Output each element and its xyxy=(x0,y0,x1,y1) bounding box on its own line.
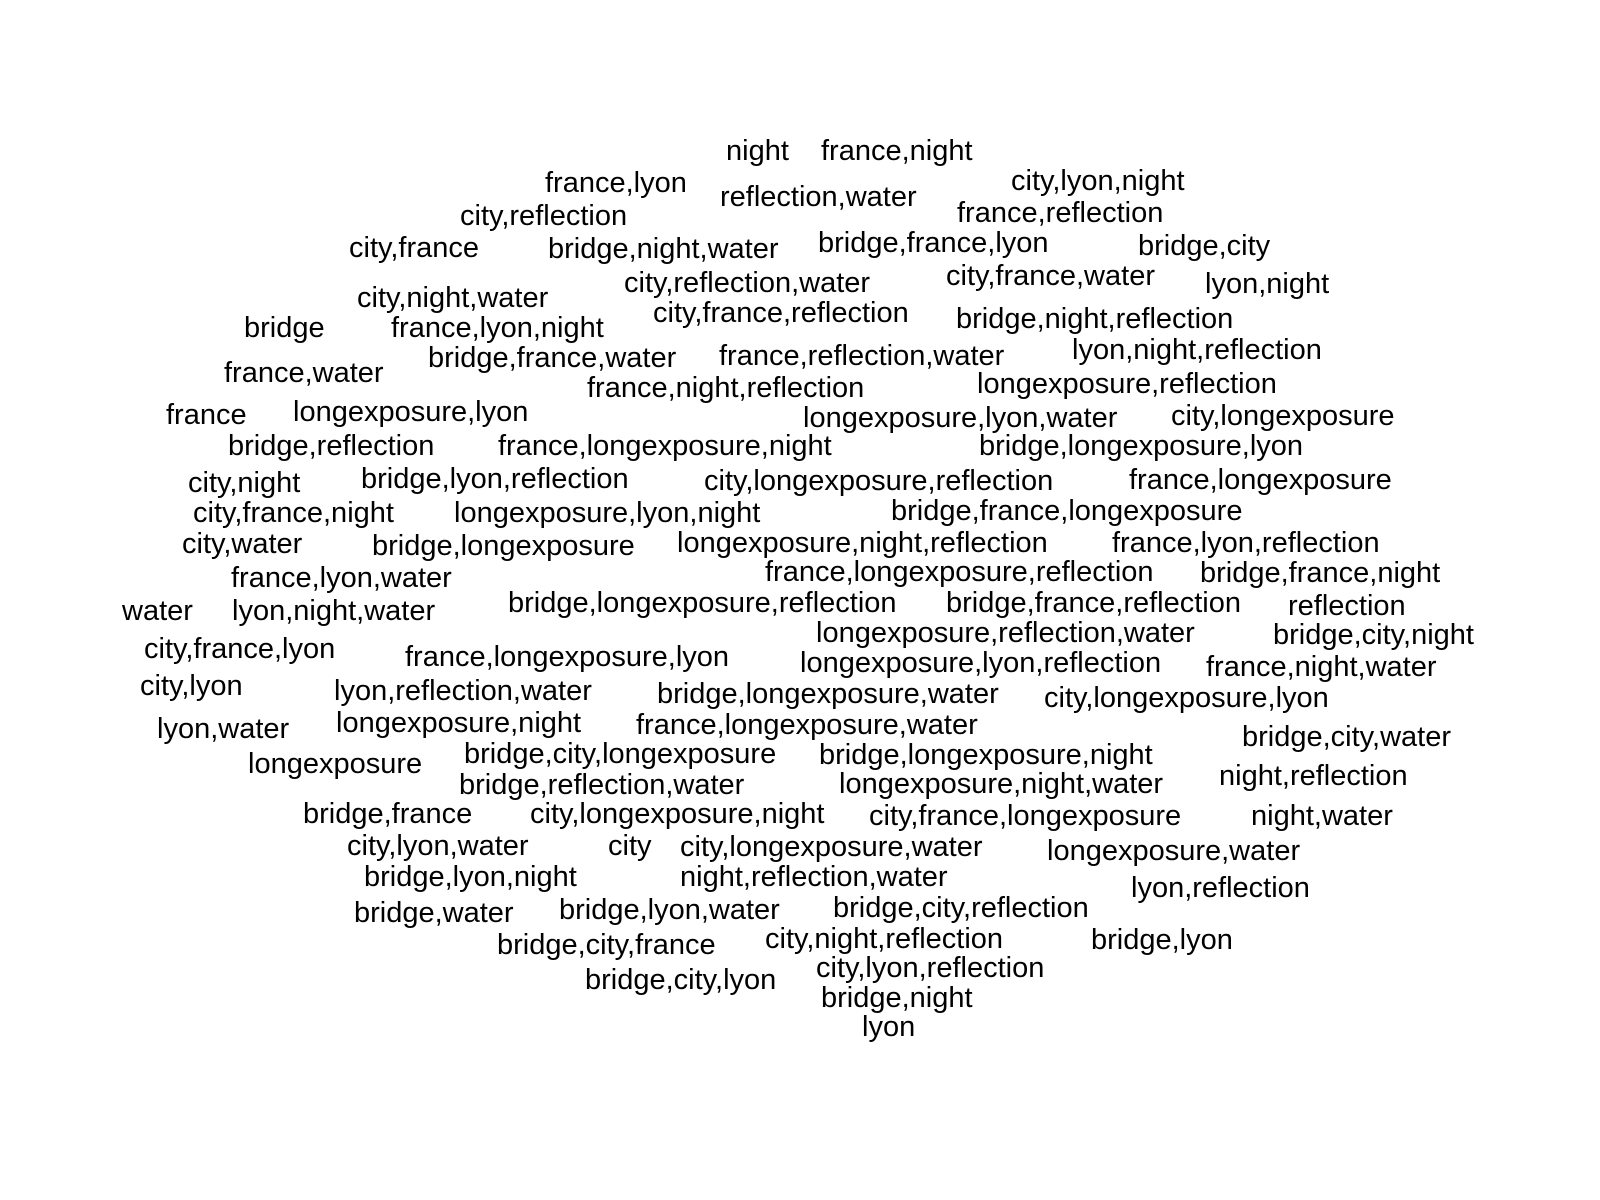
word-cloud-term: bridge,longexposure,night xyxy=(819,739,1153,771)
word-cloud-term: france,lyon,water xyxy=(231,562,452,594)
word-cloud-term: france,lyon xyxy=(545,167,687,199)
word-cloud-term: lyon,water xyxy=(157,713,290,745)
word-cloud-term: city,night xyxy=(188,467,301,499)
word-cloud-term: city,france xyxy=(349,232,480,264)
word-cloud-term: night xyxy=(726,135,789,167)
word-cloud-term: france,lyon,reflection xyxy=(1112,527,1380,559)
word-cloud-term: france,longexposure xyxy=(1129,464,1392,496)
word-cloud-term: longexposure,lyon xyxy=(293,396,529,428)
word-cloud-term: bridge,reflection xyxy=(228,430,435,462)
word-cloud-term: city,reflection,water xyxy=(624,267,871,299)
word-cloud-term: night,reflection,water xyxy=(680,861,948,893)
word-cloud-term: bridge,night,water xyxy=(548,233,779,265)
word-cloud-term: city,night,reflection xyxy=(765,923,1004,955)
word-cloud-term: city,lyon,water xyxy=(347,830,529,862)
word-cloud-term: bridge,city,night xyxy=(1273,619,1474,651)
word-cloud-term: lyon xyxy=(862,1011,916,1043)
word-cloud-term: bridge,longexposure,reflection xyxy=(508,587,897,619)
word-cloud-term: lyon,night,water xyxy=(232,595,436,627)
word-cloud-term: longexposure,night,reflection xyxy=(677,527,1048,559)
word-cloud-term: bridge,night xyxy=(821,982,973,1014)
word-cloud-term: bridge,france,longexposure xyxy=(891,495,1243,527)
word-cloud-term: city,longexposure,night xyxy=(530,798,825,830)
word-cloud-term: bridge,france,reflection xyxy=(946,587,1241,619)
word-cloud-term: city,france,lyon xyxy=(144,633,336,665)
word-cloud-term: bridge xyxy=(244,312,325,344)
word-cloud-term: bridge,longexposure xyxy=(372,530,635,562)
word-cloud-term: city xyxy=(608,830,652,862)
word-cloud-term: city,lyon,reflection xyxy=(816,952,1045,984)
word-cloud-term: bridge,france xyxy=(303,798,473,830)
word-cloud-term: city,longexposure xyxy=(1171,400,1395,432)
word-cloud-term: bridge,city xyxy=(1138,230,1271,262)
word-cloud-term: bridge,city,water xyxy=(1242,721,1451,753)
word-cloud-term: bridge,night,reflection xyxy=(956,303,1234,335)
word-cloud-term: city,france,longexposure xyxy=(869,800,1182,832)
word-cloud-term: longexposure,lyon,water xyxy=(803,402,1118,434)
word-cloud-term: city,france,night xyxy=(193,497,394,529)
word-cloud-term: city,longexposure,reflection xyxy=(704,465,1054,497)
word-cloud-term: bridge,city,longexposure xyxy=(464,738,777,770)
word-cloud-term: bridge,france,night xyxy=(1200,557,1441,589)
word-cloud-term: longexposure xyxy=(248,748,423,780)
word-cloud-term: night,reflection xyxy=(1219,760,1408,792)
word-cloud-term: city,longexposure,lyon xyxy=(1044,682,1329,714)
word-cloud-term: bridge,lyon,reflection xyxy=(361,463,629,495)
word-cloud-term: france,reflection,water xyxy=(719,340,1005,372)
word-cloud-term: bridge,city,france xyxy=(497,929,716,961)
word-cloud-term: bridge,longexposure,lyon xyxy=(979,430,1304,462)
word-cloud-term: longexposure,water xyxy=(1047,835,1301,867)
word-cloud-term: lyon,night,reflection xyxy=(1072,334,1322,366)
word-cloud-term: night,water xyxy=(1251,800,1393,832)
word-cloud-term: bridge,water xyxy=(354,897,514,929)
word-cloud-term: bridge,france,water xyxy=(428,342,677,374)
word-cloud-term: water xyxy=(122,595,193,627)
word-cloud-term: bridge,lyon,water xyxy=(559,894,780,926)
word-cloud-term: france,reflection xyxy=(957,197,1164,229)
word-cloud-term: france,longexposure,reflection xyxy=(765,556,1154,588)
word-cloud-term: bridge,city,reflection xyxy=(833,892,1089,924)
word-cloud-term: city,lyon xyxy=(140,670,243,702)
word-cloud-term: longexposure,night,water xyxy=(839,768,1164,800)
word-cloud-term: longexposure,reflection,water xyxy=(816,617,1195,649)
word-cloud-term: bridge,reflection,water xyxy=(459,769,745,801)
word-cloud-term: lyon,night xyxy=(1205,268,1330,300)
word-cloud-term: city,lyon,night xyxy=(1011,165,1185,197)
word-cloud-term: longexposure,lyon,night xyxy=(454,497,761,529)
word-cloud-term: france xyxy=(166,399,247,431)
word-cloud-term: bridge,longexposure,water xyxy=(657,678,999,710)
word-cloud-term: city,night,water xyxy=(357,282,549,314)
word-cloud-term: city,water xyxy=(182,528,303,560)
word-cloud-term: france,longexposure,night xyxy=(498,430,832,462)
word-cloud-term: reflection xyxy=(1288,590,1406,622)
word-cloud-term: bridge,france,lyon xyxy=(818,227,1049,259)
word-cloud-term: france,night,water xyxy=(1206,651,1437,683)
word-cloud-term: city,longexposure,water xyxy=(680,831,983,863)
word-cloud-term: city,reflection xyxy=(460,200,628,232)
word-cloud-term: longexposure,night xyxy=(336,707,582,739)
word-cloud-term: longexposure,lyon,reflection xyxy=(800,647,1162,679)
word-cloud-term: france,longexposure,lyon xyxy=(405,641,730,673)
word-cloud-term: france,night xyxy=(821,135,973,167)
word-cloud-term: bridge,city,lyon xyxy=(585,964,777,996)
word-cloud-term: city,france,reflection xyxy=(653,297,909,329)
word-cloud-term: reflection,water xyxy=(720,181,917,213)
word-cloud-term: bridge,lyon,night xyxy=(364,861,577,893)
word-cloud-term: city,france,water xyxy=(946,260,1155,292)
word-cloud-term: bridge,lyon xyxy=(1091,924,1233,956)
word-cloud-term: lyon,reflection xyxy=(1131,872,1310,904)
word-cloud-term: france,water xyxy=(224,357,384,389)
word-cloud-term: france,longexposure,water xyxy=(636,709,978,741)
word-cloud-term: france,lyon,night xyxy=(391,312,604,344)
word-cloud-term: france,night,reflection xyxy=(587,372,865,404)
word-cloud-term: longexposure,reflection xyxy=(977,368,1277,400)
word-cloud-term: lyon,reflection,water xyxy=(334,675,592,707)
